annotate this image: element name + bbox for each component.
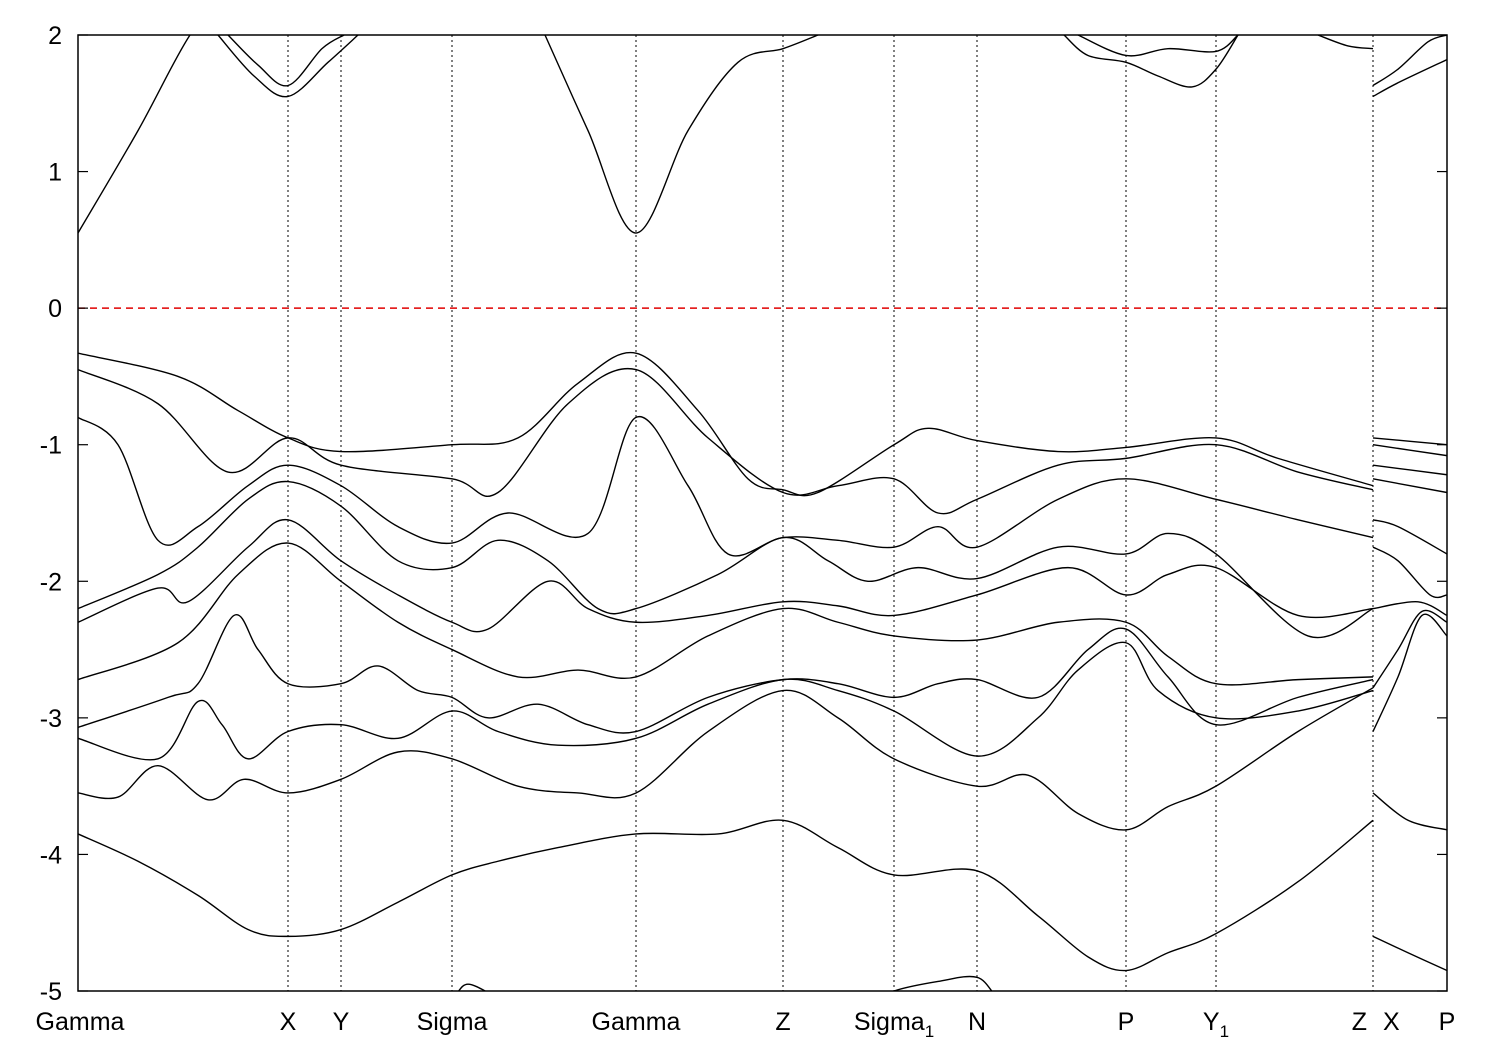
band-line xyxy=(1372,464,1447,476)
band-line xyxy=(78,687,1374,831)
band-line xyxy=(217,35,359,98)
band-line xyxy=(78,35,191,234)
y-axis: 2 1 0 -1 -2 -3 -4 -5 xyxy=(40,22,1447,1006)
y-tick-label: -5 xyxy=(40,978,62,1006)
x-tick-subscript: 1 xyxy=(925,1022,934,1041)
plot-frame xyxy=(77,34,1448,992)
band-line xyxy=(1372,437,1447,446)
x-tick-label: Y1 xyxy=(1203,1008,1229,1041)
band-line xyxy=(1372,519,1447,555)
band-line xyxy=(1372,35,1447,87)
band-line xyxy=(1372,546,1447,599)
band-line xyxy=(78,351,1374,497)
x-tick-label: Gamma xyxy=(36,1008,125,1036)
x-tick-label: Y xyxy=(333,1008,350,1036)
band-line xyxy=(544,35,819,234)
band-line xyxy=(227,35,345,87)
x-tick-label: P xyxy=(1118,1008,1135,1036)
band-line xyxy=(78,641,1374,761)
x-tick-label: X xyxy=(1383,1008,1400,1036)
band-line xyxy=(1372,444,1447,457)
y-tick-label: 0 xyxy=(48,295,62,323)
band-line xyxy=(78,542,1374,686)
band-line xyxy=(1063,35,1239,88)
x-tick-label: Z xyxy=(1352,1008,1367,1036)
x-tick-subscript: 1 xyxy=(1220,1022,1229,1041)
x-tick-label: X xyxy=(280,1008,297,1036)
kpoint-gridlines xyxy=(287,35,1374,991)
band-line xyxy=(78,614,1374,734)
bands xyxy=(78,35,1447,991)
band-line xyxy=(1372,609,1447,689)
band-line xyxy=(1372,792,1447,831)
band-line xyxy=(1372,935,1447,972)
band-line xyxy=(457,983,487,991)
band-line xyxy=(1372,58,1447,98)
band-line xyxy=(78,519,1374,633)
y-tick-label: 1 xyxy=(48,159,62,187)
x-tick-label: N xyxy=(968,1008,986,1036)
y-tick-label: -4 xyxy=(40,841,62,869)
x-tick-label: P xyxy=(1439,1008,1456,1036)
x-tick-label: Sigma1 xyxy=(854,1008,934,1041)
band-line xyxy=(78,415,1374,557)
x-tick-label: Gamma xyxy=(592,1008,681,1036)
band-line xyxy=(1372,478,1447,494)
x-tick-label: Z xyxy=(775,1008,790,1036)
x-axis: Gamma X Y Sigma Gamma Z Sigma1 N P Y1 Z X P xyxy=(36,1008,1456,1041)
band-line xyxy=(78,367,1374,515)
y-tick-label: -3 xyxy=(40,705,62,733)
y-tick-label: 2 xyxy=(48,22,62,50)
band-line xyxy=(78,480,1374,639)
y-tick-label: -1 xyxy=(40,432,62,460)
band-line xyxy=(78,819,1374,972)
band-line xyxy=(1077,35,1239,57)
band-line xyxy=(891,975,993,991)
x-tick-label: Sigma xyxy=(417,1008,488,1036)
band-line xyxy=(1372,600,1447,617)
band-line xyxy=(1317,35,1374,50)
band-line xyxy=(1372,613,1447,732)
y-tick-label: -2 xyxy=(40,568,62,596)
